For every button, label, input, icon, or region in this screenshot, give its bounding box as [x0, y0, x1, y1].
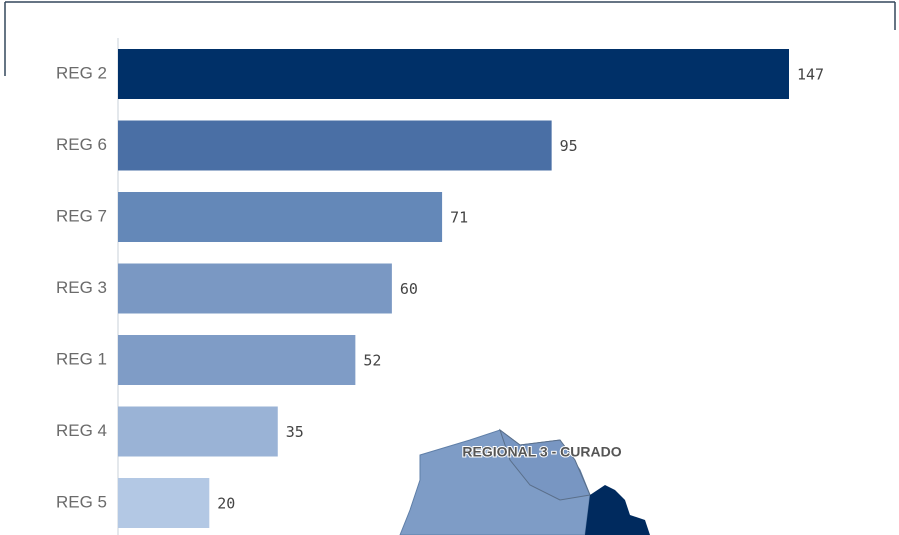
value-label: 20	[217, 495, 235, 513]
map	[399, 428, 650, 535]
value-label: 60	[400, 280, 418, 298]
bar	[118, 263, 392, 314]
bar	[118, 406, 278, 457]
category-label: REG 7	[56, 206, 107, 225]
bar	[118, 192, 443, 242]
bar	[118, 120, 552, 171]
category-label: REG 4	[56, 421, 107, 440]
category-label: REG 6	[56, 135, 107, 154]
value-label: 35	[286, 423, 304, 441]
category-label: REG 2	[56, 63, 107, 82]
category-label: REG 5	[56, 492, 107, 511]
bar	[118, 478, 210, 528]
category-label: REG 1	[56, 349, 107, 368]
panel-border	[4, 1, 896, 76]
bar	[118, 335, 356, 385]
map-label: REGIONAL 3 - CURADO	[462, 444, 621, 460]
value-label: 71	[450, 209, 468, 227]
value-label: 52	[363, 352, 381, 370]
bar	[118, 49, 789, 99]
value-label: 95	[560, 137, 578, 155]
category-label: REG 3	[56, 278, 107, 297]
value-label: 147	[797, 66, 824, 84]
